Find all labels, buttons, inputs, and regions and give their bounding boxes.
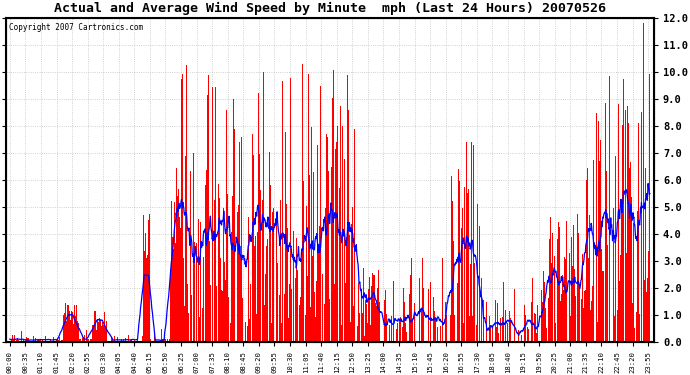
Title: Actual and Average Wind Speed by Minute  mph (Last 24 Hours) 20070526: Actual and Average Wind Speed by Minute …	[54, 2, 606, 15]
Text: Copyright 2007 Cartronics.com: Copyright 2007 Cartronics.com	[10, 22, 144, 32]
